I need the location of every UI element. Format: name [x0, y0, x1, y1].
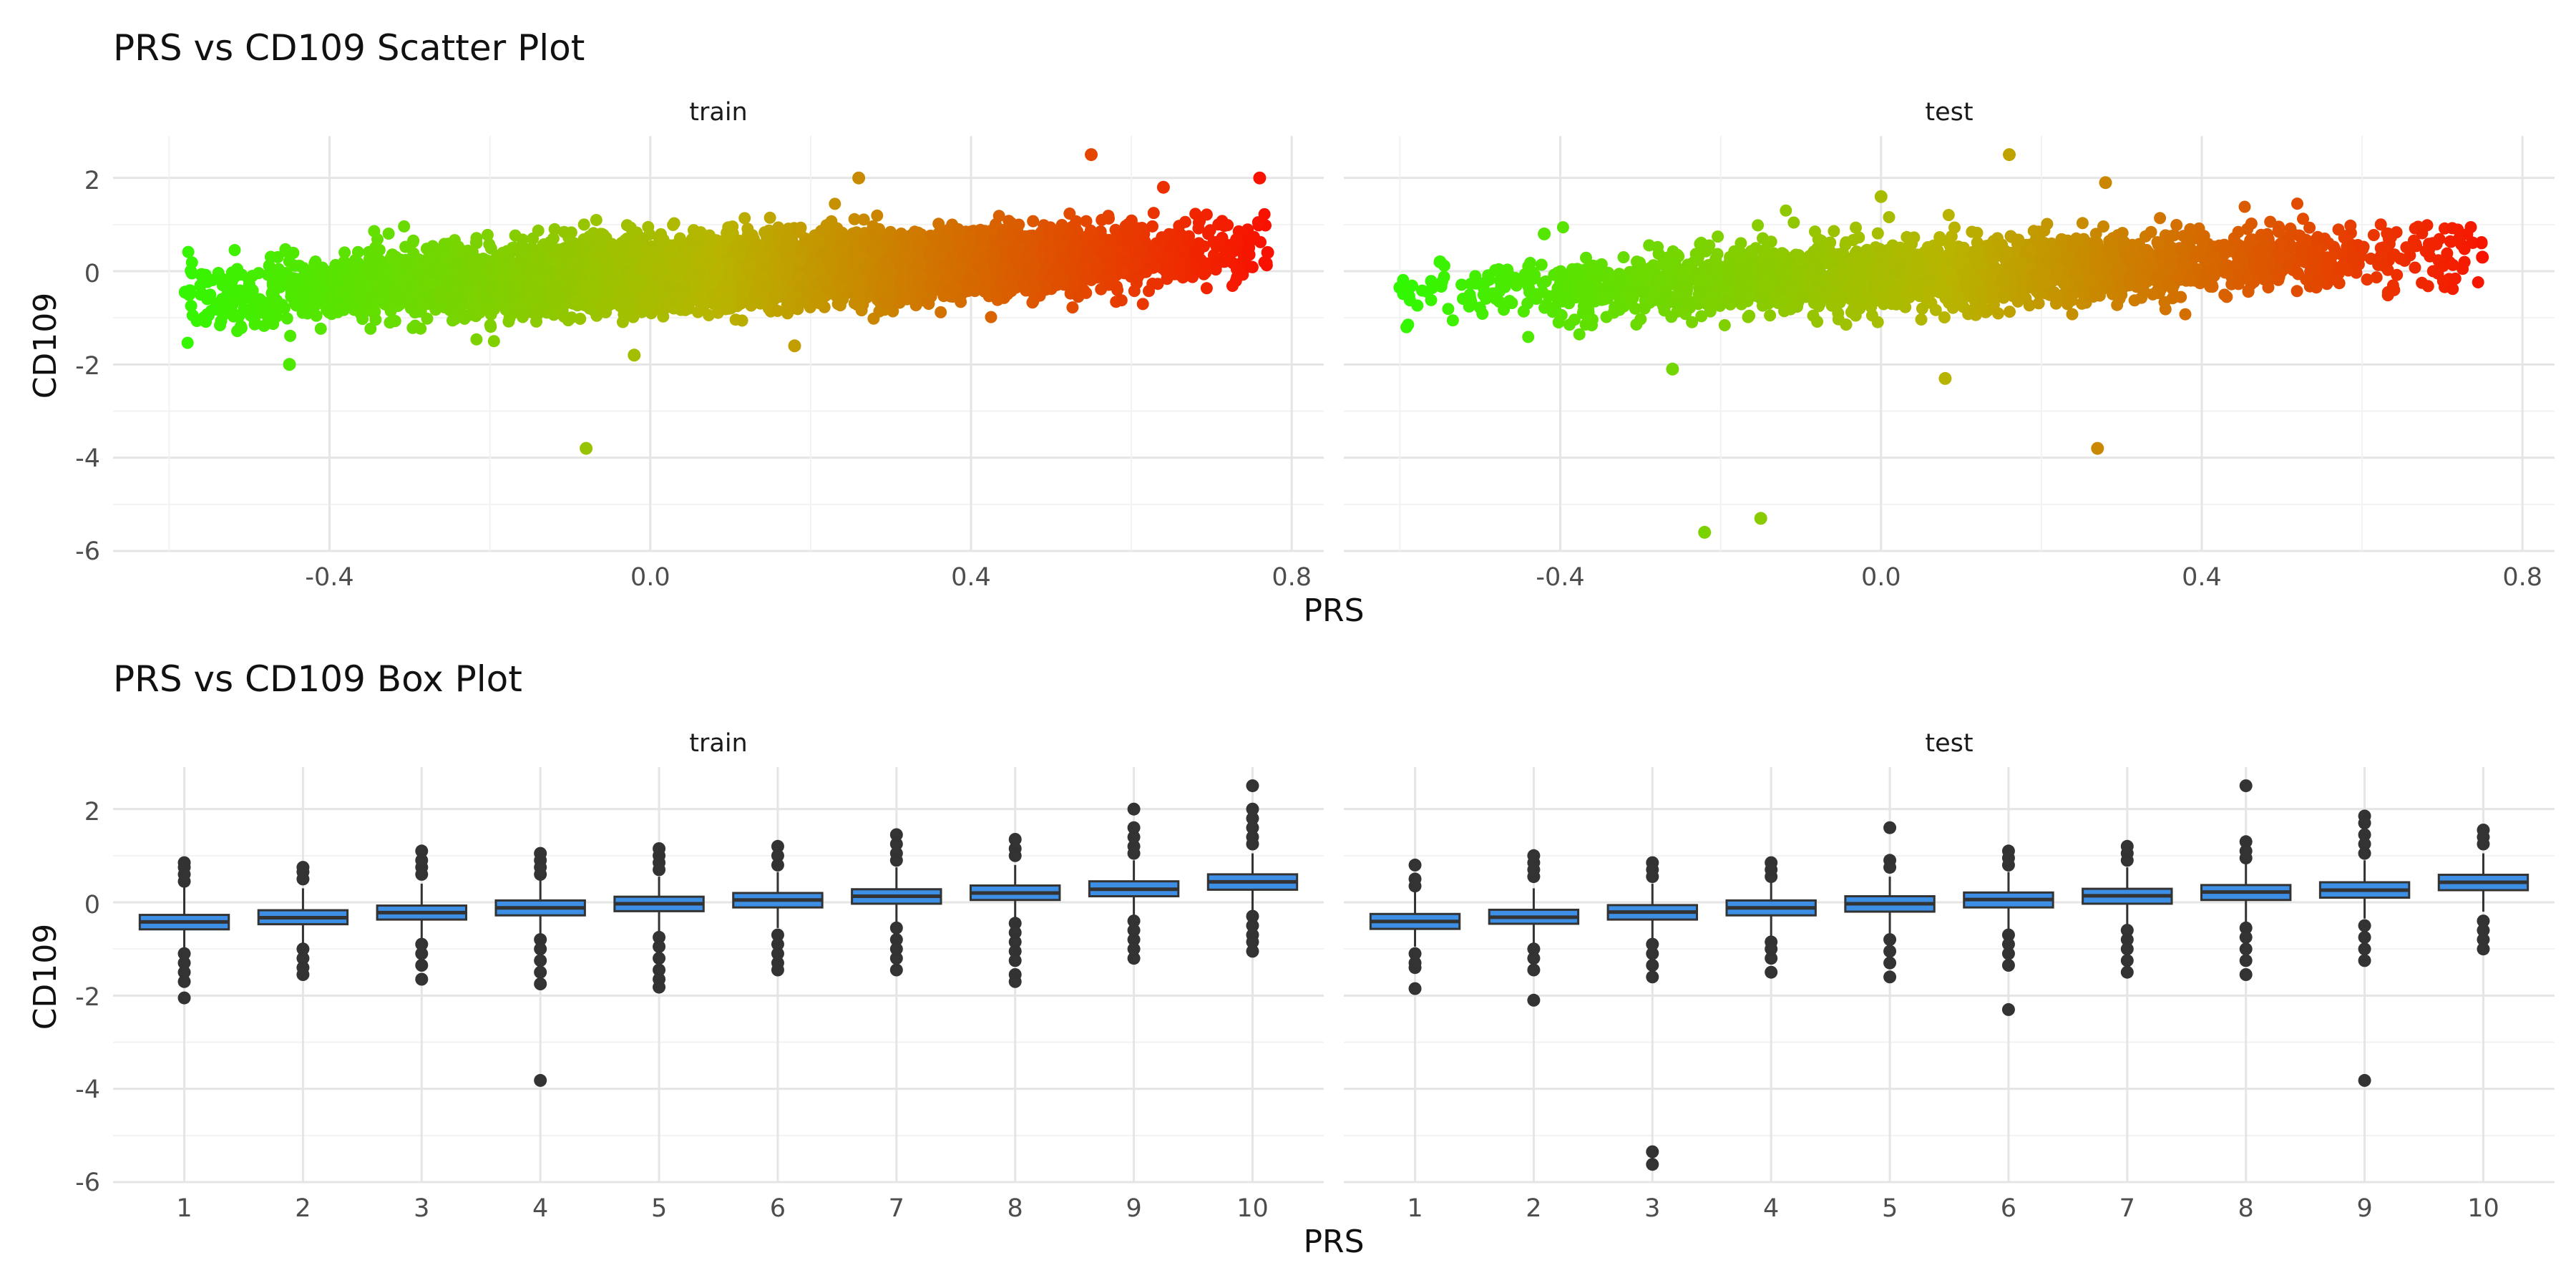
scatter-point: [1096, 213, 1108, 226]
scatter-point: [406, 235, 419, 248]
scatter-point: [1027, 215, 1040, 228]
scatter-point: [398, 220, 411, 233]
scatter-point: [736, 314, 748, 327]
scatter-point: [1063, 208, 1076, 220]
scatter-point: [228, 310, 240, 323]
scatter-point: [952, 225, 965, 238]
scatter-point: [829, 197, 841, 210]
scatter-point: [470, 333, 483, 346]
scatter-point: [338, 255, 351, 268]
scatter-point: [1146, 220, 1158, 233]
scatter-point: [1117, 265, 1130, 278]
scatter-point: [384, 316, 396, 329]
scatter-point: [625, 300, 638, 313]
scatter-point: [848, 213, 861, 225]
scatter-point: [194, 288, 207, 301]
scatter-point: [310, 309, 323, 322]
scatter-title: PRS vs CD109 Scatter Plot: [113, 27, 585, 69]
scatter-point: [449, 313, 462, 326]
scatter-point: [1005, 219, 1018, 232]
scatter-point: [1115, 294, 1128, 307]
scatter-point: [1221, 219, 1234, 232]
scatter-point: [481, 228, 494, 241]
scatter-point: [624, 221, 637, 234]
scatter-point: [1141, 253, 1153, 265]
scatter-point: [1173, 220, 1186, 233]
scatter-panel-train: [113, 136, 1324, 552]
scatter-point: [1147, 207, 1160, 220]
scatter-point: [851, 298, 864, 311]
scatter-point: [1200, 282, 1213, 295]
scatter-point: [1194, 215, 1206, 228]
scatter-point: [414, 322, 427, 335]
scatter-point: [763, 211, 776, 224]
scatter-point: [368, 225, 381, 238]
scatter-point: [217, 308, 230, 321]
scatter-point: [280, 312, 293, 325]
scatter-point: [382, 228, 395, 240]
scatter-point: [264, 250, 277, 263]
scatter-point: [1084, 224, 1097, 237]
scatter-point: [1128, 285, 1141, 298]
scatter-point: [657, 310, 670, 323]
scatter-points-train: [178, 148, 1274, 455]
scatter-point: [1080, 215, 1093, 228]
scatter-point: [487, 335, 500, 348]
scatter-point: [186, 309, 199, 322]
scatter-point: [771, 305, 784, 317]
scatter-point: [314, 322, 327, 335]
scatter-point: [389, 250, 402, 263]
scatter-point: [351, 245, 364, 258]
scatter-point: [373, 243, 386, 256]
scatter-point: [857, 213, 870, 226]
scatter-chart: PRS vs CD109 Scatter Plot train test 2 0…: [27, 27, 2555, 629]
scatter-point: [284, 329, 297, 342]
scatter-strip-test: test: [1925, 98, 1973, 127]
scatter-point: [871, 209, 884, 222]
scatter-point: [217, 296, 229, 308]
scatter-strip-train: train: [689, 98, 747, 127]
scatter-point: [527, 232, 540, 245]
scatter-point: [484, 318, 497, 331]
scatter-point: [181, 336, 194, 349]
scatter-point: [1151, 278, 1164, 291]
scatter-point: [1103, 278, 1116, 291]
scatter-point: [577, 218, 590, 231]
scatter-point: [565, 226, 577, 239]
scatter-point: [338, 246, 351, 259]
scatter-point: [761, 230, 774, 243]
scatter-point: [185, 300, 197, 312]
scatter-point: [374, 255, 386, 267]
scatter-point: [1258, 208, 1271, 220]
scatter-point: [703, 309, 716, 321]
scatter-point: [909, 299, 922, 311]
scatter-point: [421, 312, 434, 325]
scatter-point: [1225, 238, 1238, 251]
scatter-point: [738, 212, 751, 225]
scatter-point: [216, 279, 229, 292]
scatter-point: [1136, 298, 1149, 311]
scatter-point: [235, 321, 248, 334]
